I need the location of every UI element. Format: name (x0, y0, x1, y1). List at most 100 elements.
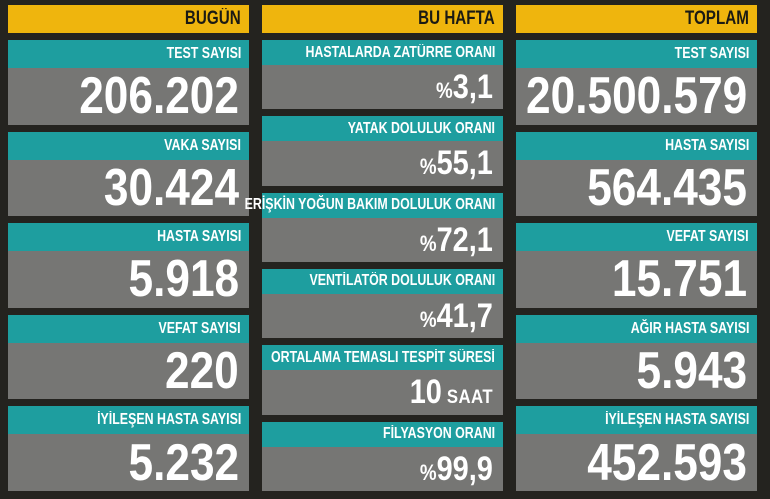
stat-label-bar: HASTALARDA ZATÜRRE ORANI (262, 40, 503, 65)
stat-value: 220 (165, 342, 239, 401)
stat-block-week-bed-occupancy: YATAK DOLULUK ORANI %55,1 (262, 116, 503, 186)
stat-label: VENTİLATÖR DOLULUK ORANI (309, 272, 495, 290)
stat-block-week-contact-detection-time: ORTALAMA TEMASLI TESPİT SÜRESİ 10 SAAT (262, 345, 503, 415)
stat-value-prefix: % (420, 230, 437, 256)
stat-label-bar: HASTA SAYISI (516, 131, 757, 160)
stat-value: %41,7 (420, 299, 493, 333)
column-total-header-label: TOPLAM (685, 8, 749, 29)
stat-block-week-filiation-rate: FİLYASYON ORANI %99,9 (262, 421, 503, 491)
stat-value-bar: 220 (8, 342, 249, 401)
column-today-header-label: BUGÜN (185, 8, 241, 29)
stat-value: %99,9 (420, 452, 493, 486)
stat-value: 206.202 (79, 67, 239, 126)
stat-value: 452.593 (587, 433, 747, 492)
stat-value-prefix: % (420, 154, 437, 180)
stat-label-bar: ERİŞKİN YOĞUN BAKIM DOLULUK ORANI (244, 192, 503, 218)
stat-label-bar: VAKA SAYISI (8, 131, 249, 160)
column-this-week-header-label: BU HAFTA (418, 8, 495, 29)
stat-block-week-pneumonia-rate: HASTALARDA ZATÜRRE ORANI %3,1 (262, 40, 503, 110)
column-this-week: BU HAFTA HASTALARDA ZATÜRRE ORANI %3,1 Y… (244, 5, 503, 491)
stat-value-bar: 20.500.579 (516, 68, 757, 125)
stat-label: VAKA SAYISI (164, 136, 241, 154)
stat-value-bar: 5.918 (8, 251, 249, 308)
stat-label: ORTALAMA TEMASLI TESPİT SÜRESİ (271, 348, 495, 366)
stat-value: %3,1 (436, 70, 493, 104)
stat-block-total-test: TEST SAYISI 20.500.579 (516, 40, 757, 125)
stat-label: AĞIR HASTA SAYISI (630, 319, 749, 337)
stat-block-week-ventilator-occupancy: VENTİLATÖR DOLULUK ORANI %41,7 (262, 268, 503, 339)
stat-label-bar: ORTALAMA TEMASLI TESPİT SÜRESİ (262, 345, 503, 371)
stat-value-bar: 10 SAAT (262, 370, 503, 415)
stat-value-bar: 30.424 (8, 158, 249, 217)
column-total-header: TOPLAM (516, 5, 757, 33)
stat-label: YATAK DOLULUK ORANI (347, 119, 495, 137)
stat-value-bar: 5.232 (8, 434, 249, 491)
stat-label: HASTALARDA ZATÜRRE ORANI (305, 43, 495, 61)
stat-label-bar: AĞIR HASTA SAYISI (516, 314, 757, 343)
stat-label-bar: YATAK DOLULUK ORANI (262, 116, 503, 142)
stat-value-prefix: % (420, 459, 437, 485)
stat-value-bar: %41,7 (262, 293, 503, 339)
stat-value-bar: 452.593 (516, 434, 757, 491)
stat-label: HASTA SAYISI (156, 228, 241, 246)
stat-value-bar: %99,9 (262, 446, 503, 491)
stat-label-bar: TEST SAYISI (516, 40, 757, 68)
stat-label-bar: VENTİLATÖR DOLULUK ORANI (262, 268, 503, 294)
stat-value: 5.918 (128, 250, 239, 309)
stat-block-today-deaths: VEFAT SAYISI 220 (8, 314, 249, 401)
column-today-blocks: TEST SAYISI 206.202 VAKA SAYISI 30.424 H… (8, 40, 249, 491)
stat-block-week-icu-occupancy: ERİŞKİN YOĞUN BAKIM DOLULUK ORANI %72,1 (244, 192, 503, 262)
stat-label: HASTA SAYISI (664, 136, 749, 154)
stat-value-main: 99,9 (436, 449, 493, 488)
stat-value-main: 72,1 (436, 220, 493, 259)
stat-label: İYİLEŞEN HASTA SAYISI (604, 411, 749, 429)
stat-value-prefix: % (420, 307, 437, 333)
stat-label: FİLYASYON ORANI (382, 425, 495, 443)
stat-value-bar: 206.202 (8, 68, 249, 125)
stat-block-total-patients: HASTA SAYISI 564.435 (516, 131, 757, 217)
stat-value: 20.500.579 (525, 67, 747, 126)
stat-label-bar: TEST SAYISI (8, 40, 249, 68)
stat-block-today-patients: HASTA SAYISI 5.918 (8, 223, 249, 308)
stat-value: 5.232 (128, 433, 239, 492)
stat-label: TEST SAYISI (674, 45, 749, 62)
stat-label-bar: İYİLEŞEN HASTA SAYISI (516, 406, 757, 435)
stat-block-today-cases: VAKA SAYISI 30.424 (8, 131, 249, 217)
stat-value-main: 55,1 (436, 144, 493, 183)
stat-value: 30.424 (103, 158, 239, 217)
stat-block-total-severe-patients: AĞIR HASTA SAYISI 5.943 (516, 314, 757, 401)
column-today-header: BUGÜN (8, 5, 249, 33)
stat-value-bar: %55,1 (262, 141, 503, 186)
stat-label: ERİŞKİN YOĞUN BAKIM DOLULUK ORANI (244, 196, 495, 214)
stat-value-bar: %72,1 (262, 217, 503, 262)
stat-block-today-test: TEST SAYISI 206.202 (8, 40, 249, 125)
stat-value: 564.435 (587, 158, 747, 217)
stat-value-bar: %3,1 (262, 65, 503, 110)
stat-value: 15.751 (611, 250, 747, 309)
stat-value-suffix: SAAT (441, 386, 493, 409)
stat-block-total-recovered: İYİLEŞEN HASTA SAYISI 452.593 (516, 406, 757, 491)
stat-value: 10 SAAT (410, 375, 493, 409)
stat-label-bar: VEFAT SAYISI (8, 314, 249, 343)
stat-block-total-deaths: VEFAT SAYISI 15.751 (516, 223, 757, 308)
stat-label-bar: İYİLEŞEN HASTA SAYISI (8, 406, 249, 435)
stat-value-main: 3,1 (452, 68, 493, 107)
stat-label-bar: FİLYASYON ORANI (262, 421, 503, 447)
column-this-week-header: BU HAFTA (262, 5, 503, 33)
stat-value-bar: 564.435 (516, 158, 757, 217)
stat-value-bar: 15.751 (516, 251, 757, 308)
stat-value-prefix: % (436, 78, 453, 104)
stat-label: İYİLEŞEN HASTA SAYISI (96, 411, 241, 429)
column-today: BUGÜN TEST SAYISI 206.202 VAKA SAYISI 30… (8, 5, 249, 491)
stat-value: 5.943 (636, 342, 747, 401)
stat-block-today-recovered: İYİLEŞEN HASTA SAYISI 5.232 (8, 406, 249, 491)
stat-value: %55,1 (420, 146, 493, 180)
column-total: TOPLAM TEST SAYISI 20.500.579 HASTA SAYI… (516, 5, 757, 491)
column-this-week-blocks: HASTALARDA ZATÜRRE ORANI %3,1 YATAK DOLU… (244, 40, 503, 491)
stat-value-main: 41,7 (436, 297, 493, 336)
stat-value-bar: 5.943 (516, 342, 757, 401)
stat-value-main: 10 (409, 373, 442, 412)
stat-label: TEST SAYISI (166, 45, 241, 62)
stat-value: %72,1 (420, 223, 493, 257)
